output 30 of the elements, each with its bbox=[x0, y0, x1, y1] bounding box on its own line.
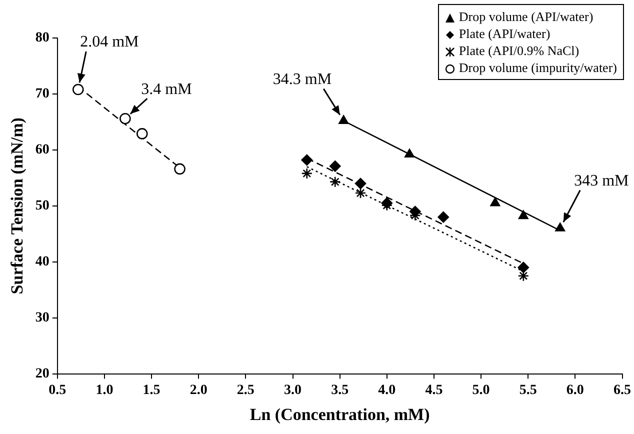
x-tick-label: 1.0 bbox=[96, 382, 114, 398]
x-axis-title: Ln (Concentration, mM) bbox=[250, 405, 430, 424]
x-tick-label: 3.0 bbox=[284, 382, 302, 398]
x-tick-label: 0.5 bbox=[48, 382, 66, 398]
x-tick-label: 6.0 bbox=[566, 382, 584, 398]
x-tick-label: 4.5 bbox=[425, 382, 443, 398]
y-axis-title: Surface Tension (mN/m) bbox=[8, 118, 27, 294]
y-tick-label: 40 bbox=[35, 254, 50, 270]
y-tick-label: 20 bbox=[35, 366, 50, 382]
legend-label: Drop volume (API/water) bbox=[458, 9, 594, 24]
legend-label: Plate (API/0.9% NaCl) bbox=[458, 43, 580, 58]
annotation: 343 mM bbox=[574, 172, 629, 190]
x-tick-label: 2.5 bbox=[236, 382, 254, 398]
legend-label: Drop volume (impurity/water) bbox=[458, 60, 617, 75]
y-tick-label: 80 bbox=[35, 30, 50, 46]
y-tick-label: 30 bbox=[35, 310, 50, 326]
x-tick-label: 1.5 bbox=[142, 382, 160, 398]
x-tick-label: 5.5 bbox=[519, 382, 537, 398]
annotation: 3.4 mM bbox=[141, 80, 192, 98]
x-tick-label: 6.5 bbox=[614, 382, 631, 398]
y-tick-label: 50 bbox=[35, 198, 50, 214]
x-tick-label: 5.0 bbox=[472, 382, 490, 398]
x-tick-label: 4.0 bbox=[378, 382, 396, 398]
y-tick-label: 70 bbox=[35, 86, 50, 102]
x-tick-label: 3.5 bbox=[331, 382, 349, 398]
y-tick-label: 60 bbox=[35, 142, 50, 158]
annotation: 2.04 mM bbox=[80, 34, 139, 51]
x-tick-label: 2.0 bbox=[190, 382, 208, 398]
legend-label: Plate (API/water) bbox=[458, 26, 550, 41]
annotation: 34.3 mM bbox=[272, 71, 332, 88]
